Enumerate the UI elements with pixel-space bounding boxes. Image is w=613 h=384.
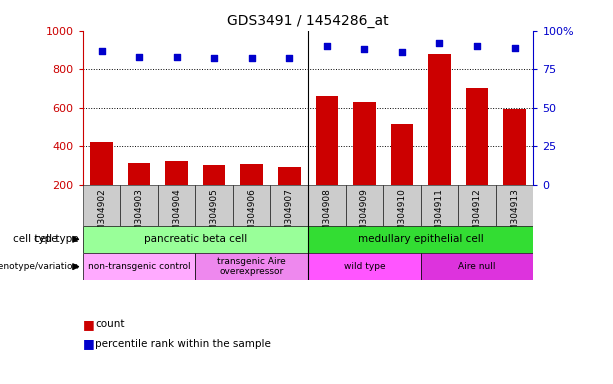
- Bar: [128, 164, 150, 223]
- Text: GSM304912: GSM304912: [473, 188, 481, 243]
- Bar: [83, 253, 196, 280]
- Bar: [421, 185, 458, 226]
- Bar: [496, 185, 533, 226]
- Text: non-transgenic control: non-transgenic control: [88, 262, 191, 271]
- Text: GSM304910: GSM304910: [397, 188, 406, 243]
- Text: ■: ■: [83, 318, 94, 331]
- Bar: [428, 54, 451, 223]
- Point: [97, 48, 107, 54]
- Point: [435, 40, 444, 46]
- Bar: [166, 161, 188, 223]
- Text: percentile rank within the sample: percentile rank within the sample: [95, 339, 271, 349]
- Text: count: count: [95, 319, 124, 329]
- Point: [509, 45, 519, 51]
- Point: [322, 43, 332, 49]
- Bar: [278, 167, 300, 223]
- Bar: [308, 185, 346, 226]
- Bar: [353, 102, 376, 223]
- Point: [172, 54, 181, 60]
- Point: [209, 55, 219, 61]
- Text: GSM304911: GSM304911: [435, 188, 444, 243]
- Bar: [203, 166, 226, 223]
- Bar: [83, 226, 308, 253]
- Bar: [158, 185, 196, 226]
- Point: [359, 46, 369, 52]
- Text: GSM304908: GSM304908: [322, 188, 331, 243]
- Bar: [346, 185, 383, 226]
- Text: GSM304904: GSM304904: [172, 188, 181, 243]
- Bar: [316, 96, 338, 223]
- Bar: [240, 164, 263, 223]
- Text: GSM304905: GSM304905: [210, 188, 219, 243]
- Text: wild type: wild type: [343, 262, 385, 271]
- Bar: [503, 109, 526, 223]
- Point: [134, 54, 144, 60]
- Text: GSM304906: GSM304906: [247, 188, 256, 243]
- Point: [284, 55, 294, 61]
- Point: [472, 43, 482, 49]
- Title: GDS3491 / 1454286_at: GDS3491 / 1454286_at: [227, 14, 389, 28]
- Bar: [383, 185, 421, 226]
- Point: [247, 55, 257, 61]
- Text: ■: ■: [83, 337, 94, 350]
- Bar: [308, 253, 421, 280]
- Text: cell type: cell type: [34, 234, 79, 244]
- Bar: [390, 124, 413, 223]
- Text: transgenic Aire
overexpressor: transgenic Aire overexpressor: [218, 257, 286, 276]
- Bar: [120, 185, 158, 226]
- Text: genotype/variation: genotype/variation: [0, 262, 79, 271]
- Text: cell type: cell type: [13, 234, 58, 244]
- Point: [397, 49, 407, 55]
- Text: GSM304907: GSM304907: [285, 188, 294, 243]
- Bar: [270, 185, 308, 226]
- Bar: [196, 253, 308, 280]
- Bar: [233, 185, 270, 226]
- Bar: [458, 185, 496, 226]
- Bar: [83, 185, 120, 226]
- Text: pancreatic beta cell: pancreatic beta cell: [144, 234, 247, 244]
- Bar: [308, 226, 533, 253]
- Text: GSM304902: GSM304902: [97, 188, 106, 243]
- Text: GSM304913: GSM304913: [510, 188, 519, 243]
- Text: medullary epithelial cell: medullary epithelial cell: [358, 234, 484, 244]
- Bar: [196, 185, 233, 226]
- Bar: [421, 253, 533, 280]
- Text: Aire null: Aire null: [459, 262, 496, 271]
- Bar: [466, 88, 488, 223]
- Text: GSM304909: GSM304909: [360, 188, 369, 243]
- Bar: [90, 142, 113, 223]
- Text: GSM304903: GSM304903: [135, 188, 143, 243]
